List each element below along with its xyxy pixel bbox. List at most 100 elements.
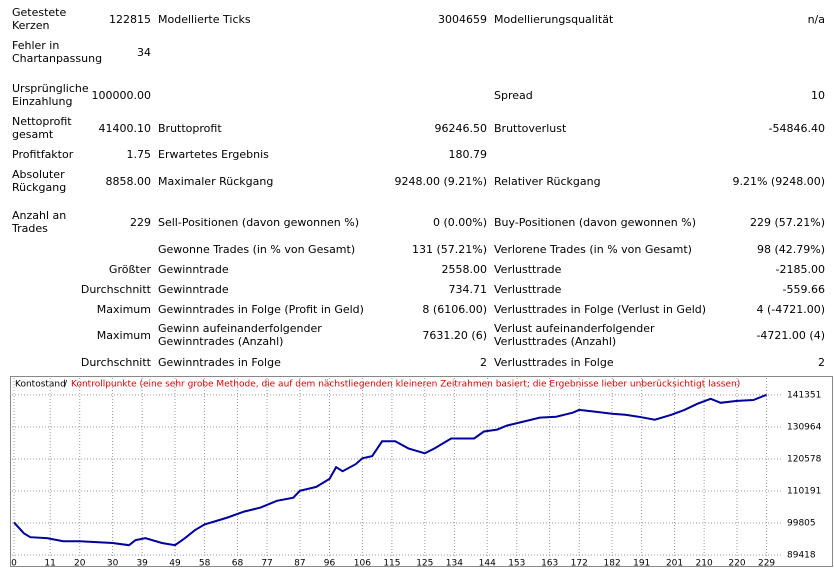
x-tick-label: 144	[479, 559, 496, 569]
row-label: Bruttoverlust	[494, 121, 567, 135]
row-label: Buy-Positionen (davon gewonnen %)	[494, 215, 696, 229]
y-tick-label: 110191	[787, 486, 821, 496]
row-value: 4 (-4721.00)	[756, 302, 825, 316]
row-value: 8858.00	[105, 174, 152, 188]
row-value: 96246.50	[434, 121, 488, 135]
x-tick-label: 11	[44, 559, 55, 569]
x-tick-label: 58	[199, 559, 211, 569]
row-value: 122815	[109, 12, 151, 26]
row-value: 3004659	[438, 12, 487, 26]
row-value: Maximum	[96, 328, 151, 342]
row-label: Verlust aufeinanderfolgender Verlusttrad…	[494, 322, 655, 348]
row-label: Verlusttrade	[494, 262, 562, 276]
x-tick-label: 39	[136, 559, 148, 569]
row-label: Anzahl an Trades	[12, 209, 67, 235]
row-value: 9248.00 (9.21%)	[394, 174, 487, 188]
x-tick-label: 30	[107, 559, 119, 569]
row-label: Gewinntrade	[158, 282, 229, 296]
row-value: Durchschnitt	[80, 282, 151, 296]
x-tick-label: 220	[728, 559, 745, 569]
row-value: 734.71	[448, 282, 488, 296]
x-tick-label: 134	[446, 559, 463, 569]
x-tick-label: 20	[74, 559, 86, 569]
row-label: Gewinn aufeinanderfolgender Gewinntrades…	[158, 322, 322, 348]
x-tick-label: 115	[383, 559, 400, 569]
y-tick-label: 130964	[787, 422, 822, 432]
x-tick-label: 210	[696, 559, 713, 569]
chart-frame	[10, 376, 833, 567]
row-label: Verlusttrade	[494, 282, 562, 296]
row-label: Verlusttrades in Folge	[494, 355, 614, 369]
x-tick-label: 182	[604, 559, 621, 569]
row-value: Größter	[108, 262, 151, 276]
row-value: 180.79	[448, 147, 488, 161]
row-value: 1.75	[126, 147, 152, 161]
row-value: 9.21% (9248.00)	[732, 174, 825, 188]
row-value: 229 (57.21%)	[749, 215, 825, 229]
x-tick-label: 201	[666, 559, 683, 569]
title-separator: /	[64, 380, 68, 390]
x-tick-label: 125	[416, 559, 433, 569]
row-value: Durchschnitt	[80, 355, 151, 369]
row-label: Modellierungsqualität	[494, 12, 614, 26]
row-value: 34	[137, 45, 151, 59]
x-tick-label: 153	[508, 559, 525, 569]
row-label: Gewinntrades in Folge (Profit in Geld)	[158, 302, 364, 316]
row-label: Verlorene Trades (in % von Gesamt)	[494, 242, 692, 256]
x-tick-label: 49	[169, 559, 181, 569]
row-value: 98 (42.79%)	[756, 242, 825, 256]
chart-subtitle: Kontrollpunkte (eine sehr grobe Methode,…	[71, 380, 740, 390]
x-tick-label: 87	[294, 559, 305, 569]
y-tick-label: 89418	[787, 551, 816, 561]
row-label: Gewinntrades in Folge	[158, 355, 281, 369]
row-value: -4721.00 (4)	[756, 328, 825, 342]
row-value: 0 (0.00%)	[432, 215, 487, 229]
x-tick-label: 77	[261, 559, 272, 569]
row-value: 229	[130, 215, 151, 229]
y-tick-label: 141351	[787, 390, 821, 400]
row-label: Profitfaktor	[12, 147, 74, 161]
x-tick-label: 172	[571, 559, 588, 569]
row-label: Gewinntrade	[158, 262, 229, 276]
row-label: Spread	[494, 88, 533, 102]
row-label: Modellierte Ticks	[158, 12, 251, 26]
row-value: 41400.10	[98, 121, 152, 135]
x-tick-label: 191	[633, 559, 650, 569]
row-label: Sell-Positionen (davon gewonnen %)	[158, 215, 360, 229]
y-tick-label: 120578	[787, 454, 822, 464]
x-tick-label: 163	[541, 559, 558, 569]
row-value: 2558.00	[441, 262, 488, 276]
row-label: Ursprüngliche Einzahlung	[12, 82, 89, 108]
row-label: Maximaler Rückgang	[158, 174, 274, 188]
x-tick-label: 0	[11, 559, 17, 569]
row-value: Maximum	[96, 302, 151, 316]
row-label: Gewonne Trades (in % von Gesamt)	[158, 242, 356, 256]
row-value: 10	[811, 88, 825, 102]
row-value: -559.66	[782, 282, 825, 296]
row-value: 100000.00	[91, 88, 152, 102]
row-value: n/a	[807, 12, 825, 26]
x-tick-label: 229	[758, 559, 775, 569]
row-label: Getestete Kerzen	[12, 6, 67, 32]
row-value: 131 (57.21%)	[411, 242, 487, 256]
row-value: -54846.40	[768, 121, 825, 135]
balance-line	[13, 393, 767, 547]
chart-title: Kontostand	[15, 380, 66, 390]
row-label: Erwartetes Ergebnis	[158, 147, 269, 161]
x-tick-label: 106	[354, 559, 371, 569]
row-label: Nettoprofit gesamt	[12, 115, 72, 141]
x-tick-label: 96	[324, 559, 336, 569]
y-tick-label: 99805	[787, 518, 816, 528]
row-label: Verlusttrades in Folge (Verlust in Geld)	[494, 302, 707, 316]
row-label: Bruttoprofit	[158, 121, 222, 135]
row-label: Fehler in Chartanpassung	[12, 39, 103, 65]
row-label: Relativer Rückgang	[494, 174, 601, 188]
row-value: 2	[480, 355, 487, 369]
row-value: 8 (6106.00)	[422, 302, 487, 316]
row-value: 2	[818, 355, 825, 369]
row-label: Absoluter Rückgang	[12, 168, 67, 194]
row-value: -2185.00	[775, 262, 825, 276]
row-value: 7631.20 (6)	[422, 328, 487, 342]
